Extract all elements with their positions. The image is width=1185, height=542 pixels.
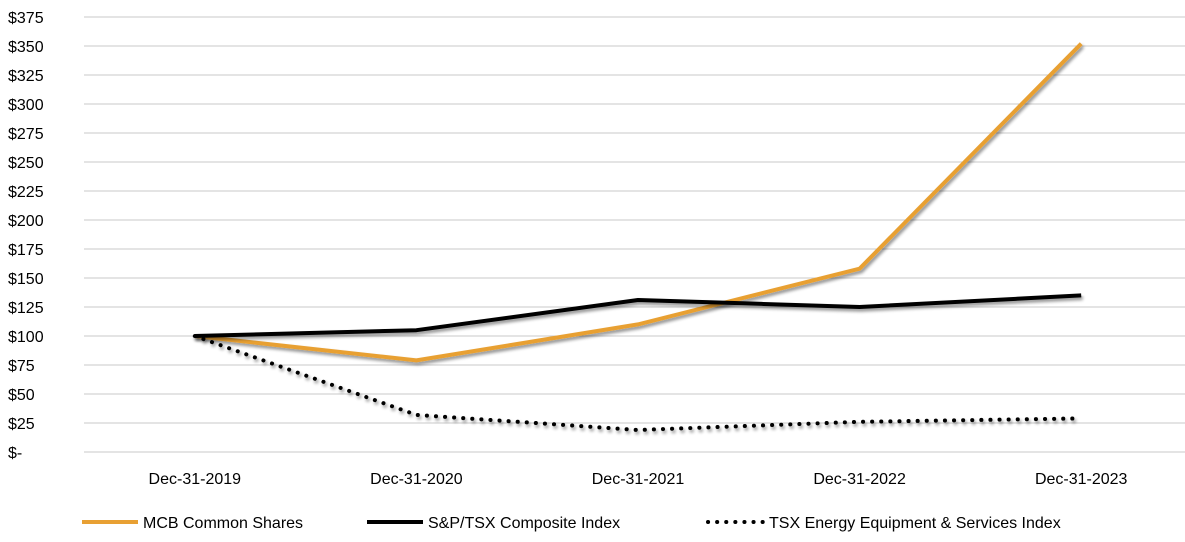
y-tick-label: $- <box>8 445 22 462</box>
y-tick-label: $300 <box>8 97 44 114</box>
legend-label: MCB Common Shares <box>143 515 303 532</box>
y-tick-label: $225 <box>8 184 44 201</box>
legend: MCB Common Shares S&P/TSX Composite Index… <box>82 515 1061 532</box>
y-tick-label: $75 <box>8 358 35 375</box>
y-tick-label: $275 <box>8 126 44 143</box>
y-tick-label: $375 <box>8 10 44 27</box>
x-tick-label: Dec-31-2023 <box>1035 471 1128 488</box>
x-axis-tick-labels: Dec-31-2019 Dec-31-2020 Dec-31-2021 Dec-31-… <box>149 471 1128 488</box>
series-lines <box>192 42 1084 432</box>
y-tick-label: $200 <box>8 213 44 230</box>
y-tick-label: $50 <box>8 387 35 404</box>
series-line-2 <box>194 293 1082 338</box>
y-tick-label: $175 <box>8 242 44 259</box>
y-tick-label: $250 <box>8 155 44 172</box>
legend-label: S&P/TSX Composite Index <box>428 515 620 532</box>
y-tick-label: $125 <box>8 300 44 317</box>
gridlines <box>84 16 1185 453</box>
y-tick-label: $25 <box>8 416 35 433</box>
legend-label: TSX Energy Equipment & Services Index <box>769 515 1061 532</box>
x-tick-label: Dec-31-2019 <box>149 471 242 488</box>
series-line-1 <box>194 42 1083 363</box>
y-tick-label: $150 <box>8 271 44 288</box>
x-tick-label: Dec-31-2021 <box>592 471 685 488</box>
y-tick-label: $100 <box>8 329 44 346</box>
y-tick-label: $350 <box>8 39 44 56</box>
x-tick-label: Dec-31-2022 <box>813 471 906 488</box>
y-axis-tick-labels: $- $25 $50 $75 $100 $125 $150 $175 $200 $225 $250 $… <box>8 10 44 462</box>
x-tick-label: Dec-31-2020 <box>370 471 463 488</box>
y-tick-label: $325 <box>8 68 44 85</box>
